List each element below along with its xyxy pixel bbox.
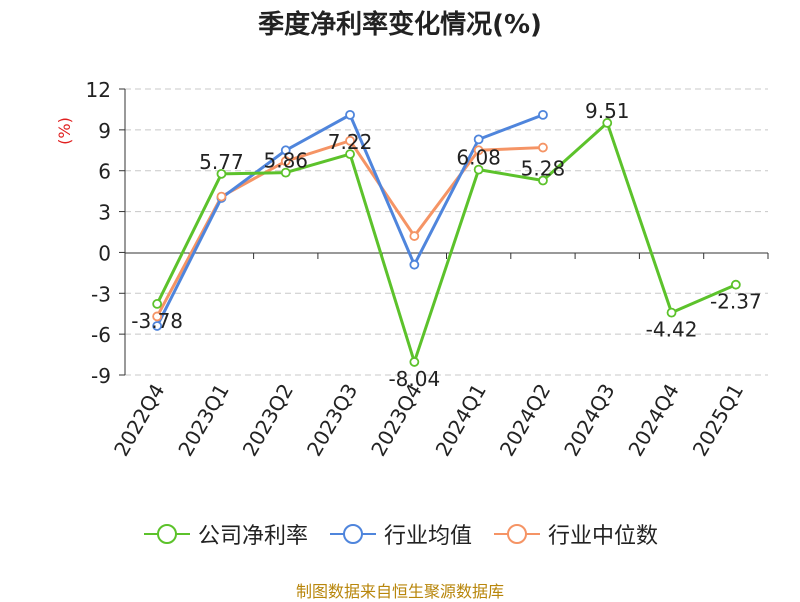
x-tick-label: 2025Q1 (688, 380, 748, 461)
legend-swatch-icon (329, 524, 376, 544)
x-tick-label: 2023Q4 (366, 380, 426, 461)
legend-item[interactable]: 公司净利率 (142, 518, 308, 550)
chart-title: 季度净利率变化情况(%) (258, 10, 542, 40)
data-point (280, 156, 291, 167)
legend: 公司净利率 行业均值 行业中位数 (0, 518, 800, 550)
legend-item[interactable]: 行业中位数 (492, 518, 658, 550)
data-point (666, 307, 677, 318)
x-tick-label: 2024Q4 (623, 380, 683, 461)
x-tick-label: 2023Q3 (302, 380, 362, 461)
legend-swatch-icon (143, 524, 190, 544)
data-point (538, 175, 548, 186)
data-label: 5.77 (199, 150, 244, 174)
legend-item[interactable]: 行业均值 (328, 518, 472, 550)
data-point (345, 149, 355, 159)
data-point (730, 279, 741, 290)
data-point (409, 231, 420, 241)
data-point (280, 167, 291, 178)
x-tick-label: 2023Q2 (238, 380, 298, 461)
data-point (473, 164, 484, 175)
x-tick-label: 2022Q4 (109, 380, 169, 461)
x-tick-label: 2024Q3 (559, 380, 619, 461)
data-label: -2.37 (710, 290, 762, 314)
y-tick-label: 12 (86, 78, 111, 102)
data-point (538, 142, 548, 153)
data-point (473, 145, 484, 156)
data-label: 9.51 (585, 99, 630, 123)
legend-label: 行业均值 (383, 524, 472, 549)
data-label: 7.22 (328, 130, 373, 154)
data-label: -8.04 (388, 367, 440, 391)
data-point (152, 311, 163, 322)
legend-label: 行业中位数 (548, 524, 659, 549)
x-tick-label: 2023Q1 (173, 380, 233, 461)
data-point (409, 259, 420, 270)
data-label: 5.86 (263, 149, 308, 173)
data-point (152, 299, 163, 309)
data-point (473, 134, 484, 145)
data-point (345, 135, 355, 146)
x-tick-label: 2024Q1 (431, 380, 491, 461)
legend-swatch-icon (494, 524, 540, 544)
grid-layer (125, 88, 768, 376)
y-tick-label: 0 (98, 241, 111, 265)
data-point (216, 168, 227, 179)
y-tick-label: -6 (91, 323, 111, 347)
data-point (538, 109, 548, 120)
data-point (409, 357, 420, 367)
y-tick-label: 9 (98, 119, 111, 143)
data-label: 5.28 (521, 157, 566, 181)
source-note: 制图数据来自恒生聚源数据库 (295, 582, 504, 601)
legend-label: 公司净利率 (197, 524, 308, 549)
label-layer: -3.78 5.77 5.86 7.22 -8.04 6.08 5.28 9.51 -4.42-… (131, 99, 761, 391)
y-tick-label: 6 (98, 160, 111, 184)
y-tick-label: -3 (91, 282, 111, 306)
data-point (345, 109, 355, 120)
data-label: 6.08 (456, 146, 501, 170)
series-line (155, 121, 737, 364)
data-point (602, 118, 613, 128)
x-tick-label: 2024Q2 (495, 380, 555, 461)
data-label: -3.78 (131, 309, 183, 333)
data-point (152, 321, 163, 331)
data-point (280, 145, 291, 156)
series-layer (152, 109, 741, 367)
data-label: -4.42 (646, 318, 698, 342)
y-axis-label: (%) (55, 117, 74, 145)
y-tick-label: -9 (91, 364, 111, 388)
data-point (216, 191, 227, 202)
y-tick-label: 3 (98, 201, 111, 225)
